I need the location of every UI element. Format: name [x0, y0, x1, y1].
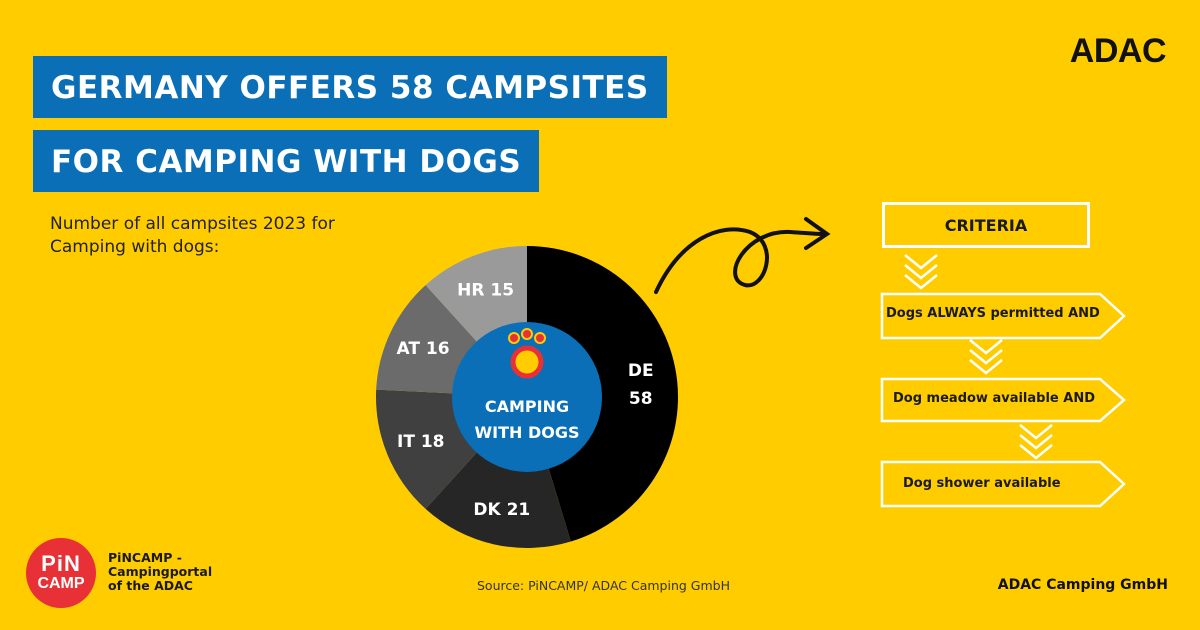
title-line-1: GERMANY OFFERS 58 CAMPSITES: [33, 56, 667, 118]
criteria-item-2-box: [880, 377, 1126, 423]
chart-subtitle: Number of all campsites 2023 for Camping…: [50, 214, 335, 257]
criteria-item-3-box: [880, 460, 1126, 508]
criteria-item-3: Dog shower available: [903, 476, 1061, 491]
arrow-icon: [654, 217, 831, 294]
slice-label-de: DE 58: [628, 361, 654, 409]
center-circle: [452, 322, 602, 472]
pincamp-caption: PiNCAMP - Campingportal of the ADAC: [108, 550, 213, 593]
center-label-line-1: CAMPING: [485, 397, 569, 416]
pincamp-logo: PiN CAMP: [26, 538, 96, 608]
title-line-2: FOR CAMPING WITH DOGS: [33, 130, 540, 192]
adac-logo: ADAC: [1069, 32, 1167, 70]
chevron-down-icon: [904, 254, 938, 290]
pincamp-logo-line-2: CAMP: [37, 575, 85, 592]
slice-label-it: IT 18: [397, 432, 445, 452]
footer-credit: ADAC Camping GmbH: [997, 577, 1168, 593]
chevron-down-icon: [969, 339, 1003, 375]
slice-label-hr: HR 15: [457, 281, 514, 301]
chevron-down-icon: [1019, 424, 1053, 460]
paw-icon: [508, 328, 546, 379]
criteria-item-2: Dog meadow available AND: [893, 391, 1096, 406]
pincamp-logo-line-1: PiN: [41, 551, 81, 576]
center-label-line-2: WITH DOGS: [474, 423, 579, 442]
criteria-item-1: Dogs ALWAYS permitted AND: [886, 306, 1100, 321]
criteria-title: CRITERIA: [882, 202, 1090, 248]
source-note: Source: PiNCAMP/ ADAC Camping GmbH: [477, 578, 730, 593]
criteria-item-1-box: [880, 292, 1126, 340]
slice-de: [527, 246, 678, 542]
slice-label-dk: DK 21: [473, 500, 530, 520]
slice-label-at: AT 16: [397, 339, 450, 359]
